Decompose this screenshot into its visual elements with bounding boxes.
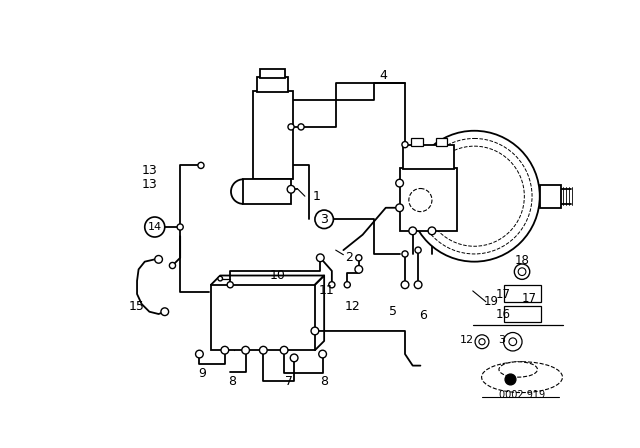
Circle shape	[401, 281, 409, 289]
Bar	[411, 138, 422, 146]
Bar	[211, 285, 315, 350]
Circle shape	[424, 146, 524, 246]
Text: 18: 18	[515, 254, 529, 267]
Bar	[403, 145, 454, 169]
Circle shape	[396, 179, 403, 187]
Circle shape	[155, 255, 163, 263]
Circle shape	[298, 124, 304, 130]
Text: 3: 3	[498, 335, 505, 345]
Bar	[504, 306, 541, 322]
Text: 5: 5	[390, 305, 397, 318]
Bar	[399, 168, 458, 231]
Circle shape	[515, 264, 530, 280]
Circle shape	[218, 276, 223, 281]
Circle shape	[356, 255, 362, 261]
Text: 15: 15	[129, 300, 145, 313]
Text: 17: 17	[522, 292, 537, 305]
Text: 12: 12	[345, 300, 360, 313]
Circle shape	[177, 224, 183, 230]
Text: 3: 3	[320, 213, 328, 226]
Circle shape	[415, 247, 421, 253]
Circle shape	[504, 332, 522, 351]
Circle shape	[319, 350, 326, 358]
Text: 12: 12	[460, 335, 474, 345]
Circle shape	[402, 142, 408, 148]
Text: 11: 11	[319, 284, 334, 297]
Bar	[260, 69, 285, 78]
Bar	[504, 285, 541, 302]
Bar	[253, 90, 292, 179]
Circle shape	[198, 162, 204, 168]
Circle shape	[396, 204, 403, 211]
Circle shape	[221, 346, 228, 354]
Bar	[540, 185, 561, 208]
Circle shape	[196, 350, 204, 358]
Text: 13: 13	[141, 178, 157, 191]
Circle shape	[509, 338, 516, 345]
Circle shape	[402, 251, 408, 257]
Circle shape	[242, 346, 250, 354]
Circle shape	[288, 124, 294, 130]
Circle shape	[417, 138, 532, 254]
Circle shape	[344, 282, 350, 288]
Circle shape	[409, 227, 417, 235]
Ellipse shape	[482, 362, 563, 392]
Text: 10: 10	[270, 269, 286, 282]
Text: 8: 8	[228, 375, 236, 388]
Circle shape	[311, 327, 319, 335]
Circle shape	[287, 185, 295, 193]
Text: 16: 16	[496, 307, 511, 320]
Text: 17: 17	[496, 288, 511, 301]
Circle shape	[291, 354, 298, 362]
Circle shape	[280, 346, 288, 354]
Circle shape	[428, 227, 436, 235]
Circle shape	[316, 254, 324, 262]
Bar	[243, 179, 291, 204]
Text: 0002 919: 0002 919	[499, 390, 545, 400]
Text: 14: 14	[148, 222, 162, 232]
Circle shape	[170, 263, 175, 269]
Text: 2: 2	[346, 251, 353, 264]
Circle shape	[315, 210, 333, 228]
Text: 4: 4	[380, 69, 387, 82]
Circle shape	[409, 131, 540, 262]
Ellipse shape	[499, 362, 538, 377]
Bar	[436, 138, 447, 146]
Circle shape	[161, 308, 168, 315]
Circle shape	[329, 282, 335, 288]
Circle shape	[479, 339, 485, 345]
Circle shape	[355, 266, 363, 273]
Text: 8: 8	[320, 375, 328, 388]
Bar	[257, 77, 288, 92]
Circle shape	[227, 282, 234, 288]
Circle shape	[409, 189, 432, 211]
Circle shape	[145, 217, 164, 237]
Text: 9: 9	[198, 367, 207, 380]
Text: 6: 6	[419, 309, 427, 322]
Text: 13: 13	[141, 164, 157, 177]
Circle shape	[475, 335, 489, 349]
Circle shape	[414, 281, 422, 289]
Circle shape	[505, 374, 516, 385]
Text: 19: 19	[484, 295, 499, 308]
Text: 7: 7	[285, 375, 294, 388]
Circle shape	[518, 268, 526, 276]
Text: 1: 1	[312, 190, 321, 202]
Circle shape	[259, 346, 267, 354]
